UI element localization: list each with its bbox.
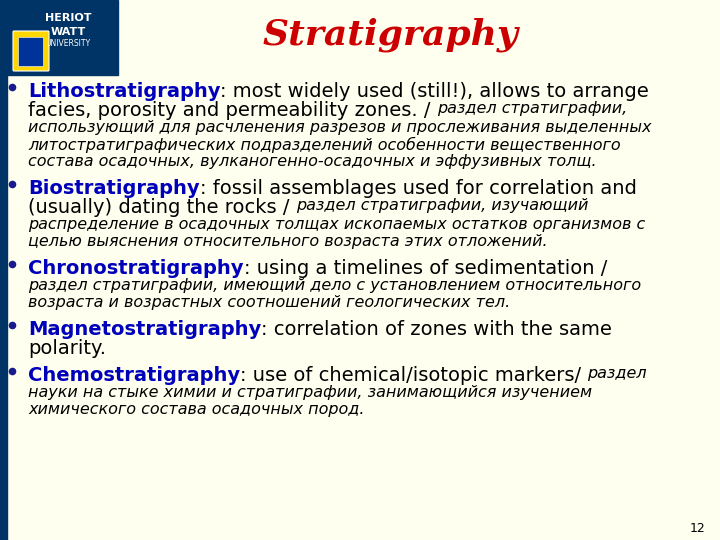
Bar: [0, 0, 7, 540]
Text: polarity.: polarity.: [28, 339, 106, 358]
Text: : fossil assemblages used for correlation and: : fossil assemblages used for correlatio…: [199, 179, 636, 198]
Text: химического состава осадочных пород.: химического состава осадочных пород.: [28, 402, 364, 417]
Text: 12: 12: [690, 522, 706, 535]
Text: WATT: WATT: [50, 27, 86, 37]
Text: : most widely used (still!), allows to arrange: : most widely used (still!), allows to a…: [220, 82, 649, 101]
Text: Biostratigraphy: Biostratigraphy: [28, 179, 199, 198]
Text: Chemostratigraphy: Chemostratigraphy: [28, 366, 240, 385]
Text: науки на стыке химии и стратиграфии, занимающийся изучением: науки на стыке химии и стратиграфии, зан…: [28, 385, 592, 400]
Text: использующий для расчленения разрезов и прослеживания выделенных: использующий для расчленения разрезов и …: [28, 120, 652, 135]
Text: Lithostratigraphy: Lithostratigraphy: [28, 82, 220, 101]
Text: Chronostratigraphy: Chronostratigraphy: [28, 259, 243, 278]
Text: (usually) dating the rocks /: (usually) dating the rocks /: [28, 198, 296, 217]
Text: UNIVERSITY: UNIVERSITY: [45, 39, 91, 49]
Text: раздел: раздел: [588, 366, 647, 381]
FancyBboxPatch shape: [13, 31, 49, 71]
Text: : correlation of zones with the same: : correlation of zones with the same: [261, 320, 612, 339]
Text: facies, porosity and permeability zones. /: facies, porosity and permeability zones.…: [28, 101, 437, 120]
Text: раздел стратиграфии,: раздел стратиграфии,: [437, 101, 627, 116]
Text: раздел стратиграфии, имеющий дело с установлением относительного: раздел стратиграфии, имеющий дело с уста…: [28, 278, 641, 293]
Text: распределение в осадочных толщах ископаемых остатков организмов с: распределение в осадочных толщах ископае…: [28, 217, 645, 232]
Text: HERIOT: HERIOT: [45, 13, 91, 23]
Text: состава осадочных, вулканогенно-осадочных и эффузивных толщ.: состава осадочных, вулканогенно-осадочны…: [28, 154, 597, 169]
Text: возраста и возрастных соотношений геологических тел.: возраста и возрастных соотношений геолог…: [28, 295, 510, 310]
Text: Magnetostratigraphy: Magnetostratigraphy: [28, 320, 261, 339]
FancyBboxPatch shape: [19, 37, 43, 66]
Text: литостратиграфических подразделений особенности вещественного: литостратиграфических подразделений особ…: [28, 137, 621, 153]
Text: раздел стратиграфии, изучающий: раздел стратиграфии, изучающий: [296, 198, 588, 213]
Bar: [0, 0, 118, 75]
Text: целью выяснения относительного возраста этих отложений.: целью выяснения относительного возраста …: [28, 234, 548, 249]
Text: : use of chemical/isotopic markers/: : use of chemical/isotopic markers/: [240, 366, 588, 385]
Text: : using a timelines of sedimentation /: : using a timelines of sedimentation /: [243, 259, 613, 278]
Text: Stratigraphy: Stratigraphy: [262, 18, 518, 52]
